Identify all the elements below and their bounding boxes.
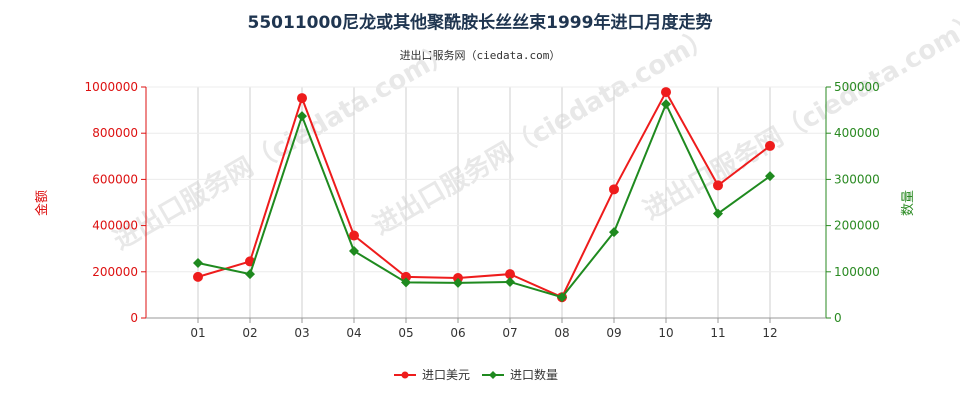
series-layer bbox=[193, 87, 775, 303]
y-axis-label-right: 数量 bbox=[901, 190, 916, 216]
series-1-point bbox=[609, 184, 619, 195]
x-tick-label: 07 bbox=[502, 326, 517, 340]
x-tick-label: 09 bbox=[606, 326, 621, 340]
y-tick-label-right: 100000 bbox=[834, 265, 880, 279]
y-tick-label-left: 1000000 bbox=[85, 80, 138, 94]
series-1-point bbox=[349, 230, 359, 241]
y-tick-label-left: 200000 bbox=[92, 265, 138, 279]
y-tick-label-left: 800000 bbox=[92, 126, 138, 140]
series-line-2 bbox=[197, 101, 771, 299]
series-2-point bbox=[349, 246, 359, 257]
series-2-point bbox=[193, 258, 203, 269]
series-1-point bbox=[505, 269, 515, 280]
x-tick-label: 10 bbox=[658, 326, 673, 340]
x-tick-label: 12 bbox=[762, 326, 777, 340]
series-2-point bbox=[297, 111, 307, 122]
series-2-point bbox=[765, 171, 775, 182]
series-1-point bbox=[765, 140, 775, 151]
series-1-point bbox=[713, 180, 723, 191]
legend: 进口美元 进口数量 bbox=[394, 367, 558, 382]
y-tick-label-right: 500000 bbox=[834, 80, 880, 94]
series-2-point bbox=[557, 292, 567, 303]
x-tick-label: 05 bbox=[398, 326, 413, 340]
series-1-point bbox=[661, 87, 671, 98]
series-2-point bbox=[609, 227, 619, 238]
axes: 0 200000 400000 600000 800000 1000000 金额 0 10000… bbox=[34, 80, 916, 340]
chart-title: 55011000尼龙或其他聚酰胺长丝丝束1999年进口月度走势 bbox=[247, 13, 713, 33]
y-tick-label-right: 300000 bbox=[834, 172, 880, 186]
legend-label: 进口美元 bbox=[422, 368, 470, 382]
x-tick-label: 11 bbox=[710, 326, 725, 340]
series-2-point bbox=[505, 276, 515, 287]
series-2-point bbox=[661, 99, 671, 110]
series-2-point bbox=[245, 269, 255, 280]
series-1-point bbox=[401, 271, 411, 282]
series-line-1 bbox=[197, 89, 771, 299]
legend-swatch-marker bbox=[489, 371, 497, 379]
x-tick-label: 08 bbox=[554, 326, 569, 340]
x-tick-label: 02 bbox=[242, 326, 257, 340]
y-tick-label-left: 400000 bbox=[92, 219, 138, 233]
chart-subtitle: 进出口服务网（ciedata.com） bbox=[399, 49, 561, 62]
y-tick-label-right: 400000 bbox=[834, 126, 880, 140]
x-tick-label: 01 bbox=[190, 326, 205, 340]
y-tick-label-right: 200000 bbox=[834, 219, 880, 233]
watermark: 进出口服务网（ciedata.com）进出口服务网（ciedata.com）进出… bbox=[109, 7, 960, 256]
x-tick-label: 04 bbox=[346, 326, 361, 340]
series-2-point bbox=[453, 277, 463, 288]
x-tick-label: 06 bbox=[450, 326, 465, 340]
legend-label: 进口数量 bbox=[510, 367, 558, 382]
y-tick-label-left: 0 bbox=[130, 311, 138, 325]
series-2-point bbox=[713, 208, 723, 219]
series-1-point bbox=[193, 271, 203, 282]
y-tick-label-right: 0 bbox=[834, 311, 842, 325]
series-1-point bbox=[297, 93, 307, 104]
y-tick-label-left: 600000 bbox=[92, 172, 138, 186]
y-axis-label-left: 金额 bbox=[34, 190, 50, 216]
x-tick-label: 03 bbox=[294, 326, 309, 340]
legend-swatch-marker bbox=[401, 371, 409, 379]
series-2-point bbox=[401, 277, 411, 288]
